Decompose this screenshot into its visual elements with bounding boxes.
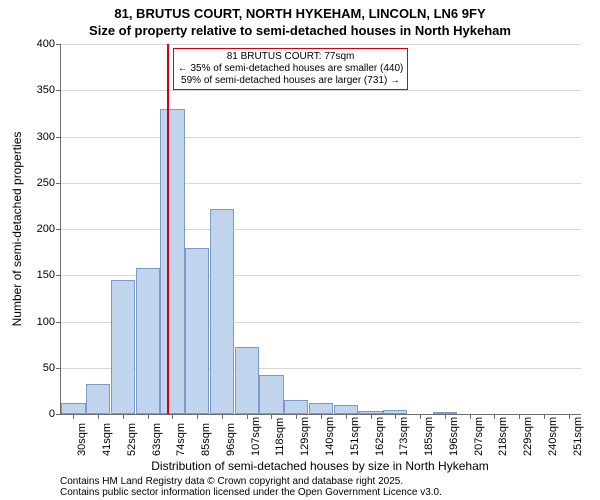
xtick-label: 96sqm (225, 423, 237, 456)
histogram-bar (309, 403, 333, 414)
histogram-bar (136, 268, 160, 414)
xtick-label: 185sqm (423, 417, 435, 456)
footer-line1: Contains HM Land Registry data © Crown c… (60, 476, 442, 487)
xtick-mark (321, 414, 322, 419)
xtick-mark (296, 414, 297, 419)
xtick-label: 229sqm (522, 417, 534, 456)
chart-container: 81, BRUTUS COURT, NORTH HYKEHAM, LINCOLN… (0, 0, 600, 500)
gridline (61, 137, 581, 138)
xtick-label: 207sqm (473, 417, 485, 456)
marker-line (167, 44, 169, 414)
xtick-label: 240sqm (547, 417, 559, 456)
ytick-mark (56, 229, 61, 230)
annotation-line1: 81 BRUTUS COURT: 77sqm (178, 51, 404, 63)
histogram-bar (210, 209, 234, 414)
xtick-label: 74sqm (175, 423, 187, 456)
ytick-mark (56, 90, 61, 91)
xtick-label: 173sqm (398, 417, 410, 456)
histogram-bar (235, 347, 259, 414)
xtick-mark (470, 414, 471, 419)
xtick-label: 162sqm (374, 417, 386, 456)
histogram-bar (86, 384, 110, 414)
xtick-label: 52sqm (126, 423, 138, 456)
xtick-label: 30sqm (76, 423, 88, 456)
xtick-label: 107sqm (250, 417, 262, 456)
ytick-mark (56, 183, 61, 184)
ytick-mark (56, 275, 61, 276)
xtick-mark (148, 414, 149, 419)
ytick-label: 250 (15, 177, 55, 189)
histogram-bar (334, 405, 358, 414)
histogram-bar (185, 248, 209, 415)
ytick-label: 300 (15, 131, 55, 143)
gridline (61, 90, 581, 91)
footer-attribution: Contains HM Land Registry data © Crown c… (60, 476, 442, 498)
xtick-mark (395, 414, 396, 419)
ytick-mark (56, 137, 61, 138)
ytick-mark (56, 322, 61, 323)
xtick-mark (346, 414, 347, 419)
ytick-mark (56, 44, 61, 45)
xtick-mark (519, 414, 520, 419)
ytick-label: 0 (15, 408, 55, 420)
histogram-bar (284, 400, 308, 414)
xtick-mark (247, 414, 248, 419)
xtick-label: 85sqm (200, 423, 212, 456)
gridline (61, 229, 581, 230)
ytick-label: 400 (15, 38, 55, 50)
xtick-mark (420, 414, 421, 419)
xtick-label: 196sqm (448, 417, 460, 456)
xtick-mark (494, 414, 495, 419)
ytick-label: 100 (15, 316, 55, 328)
xtick-label: 151sqm (349, 417, 361, 456)
xtick-label: 218sqm (497, 417, 509, 456)
gridline (61, 44, 581, 45)
gridline (61, 183, 581, 184)
ytick-label: 200 (15, 223, 55, 235)
xtick-mark (271, 414, 272, 419)
ytick-label: 150 (15, 269, 55, 281)
xtick-mark (123, 414, 124, 419)
xtick-mark (73, 414, 74, 419)
xtick-mark (172, 414, 173, 419)
xtick-mark (197, 414, 198, 419)
chart-title-line2: Size of property relative to semi-detach… (0, 23, 600, 38)
xtick-mark (445, 414, 446, 419)
xtick-label: 140sqm (324, 417, 336, 456)
xtick-mark (544, 414, 545, 419)
xtick-label: 41sqm (101, 423, 113, 456)
xtick-mark (222, 414, 223, 419)
xtick-mark (98, 414, 99, 419)
xtick-label: 129sqm (299, 417, 311, 456)
chart-title-line1: 81, BRUTUS COURT, NORTH HYKEHAM, LINCOLN… (0, 6, 600, 21)
histogram-bar (111, 280, 135, 414)
histogram-bar (61, 403, 85, 414)
plot-area: 81 BRUTUS COURT: 77sqm ← 35% of semi-det… (60, 44, 581, 415)
xtick-label: 118sqm (274, 418, 286, 456)
xtick-label: 63sqm (151, 423, 163, 456)
annotation-box: 81 BRUTUS COURT: 77sqm ← 35% of semi-det… (173, 48, 409, 90)
x-axis-label: Distribution of semi-detached houses by … (60, 459, 580, 473)
ytick-mark (56, 414, 61, 415)
footer-line2: Contains public sector information licen… (60, 487, 442, 498)
ytick-label: 50 (15, 362, 55, 374)
histogram-bar (160, 109, 184, 414)
annotation-line2: ← 35% of semi-detached houses are smalle… (178, 63, 404, 75)
ytick-label: 350 (15, 84, 55, 96)
xtick-label: 251sqm (572, 417, 584, 456)
xtick-mark (371, 414, 372, 419)
annotation-line3: 59% of semi-detached houses are larger (… (178, 75, 404, 87)
ytick-mark (56, 368, 61, 369)
xtick-mark (569, 414, 570, 419)
histogram-bar (259, 375, 283, 414)
